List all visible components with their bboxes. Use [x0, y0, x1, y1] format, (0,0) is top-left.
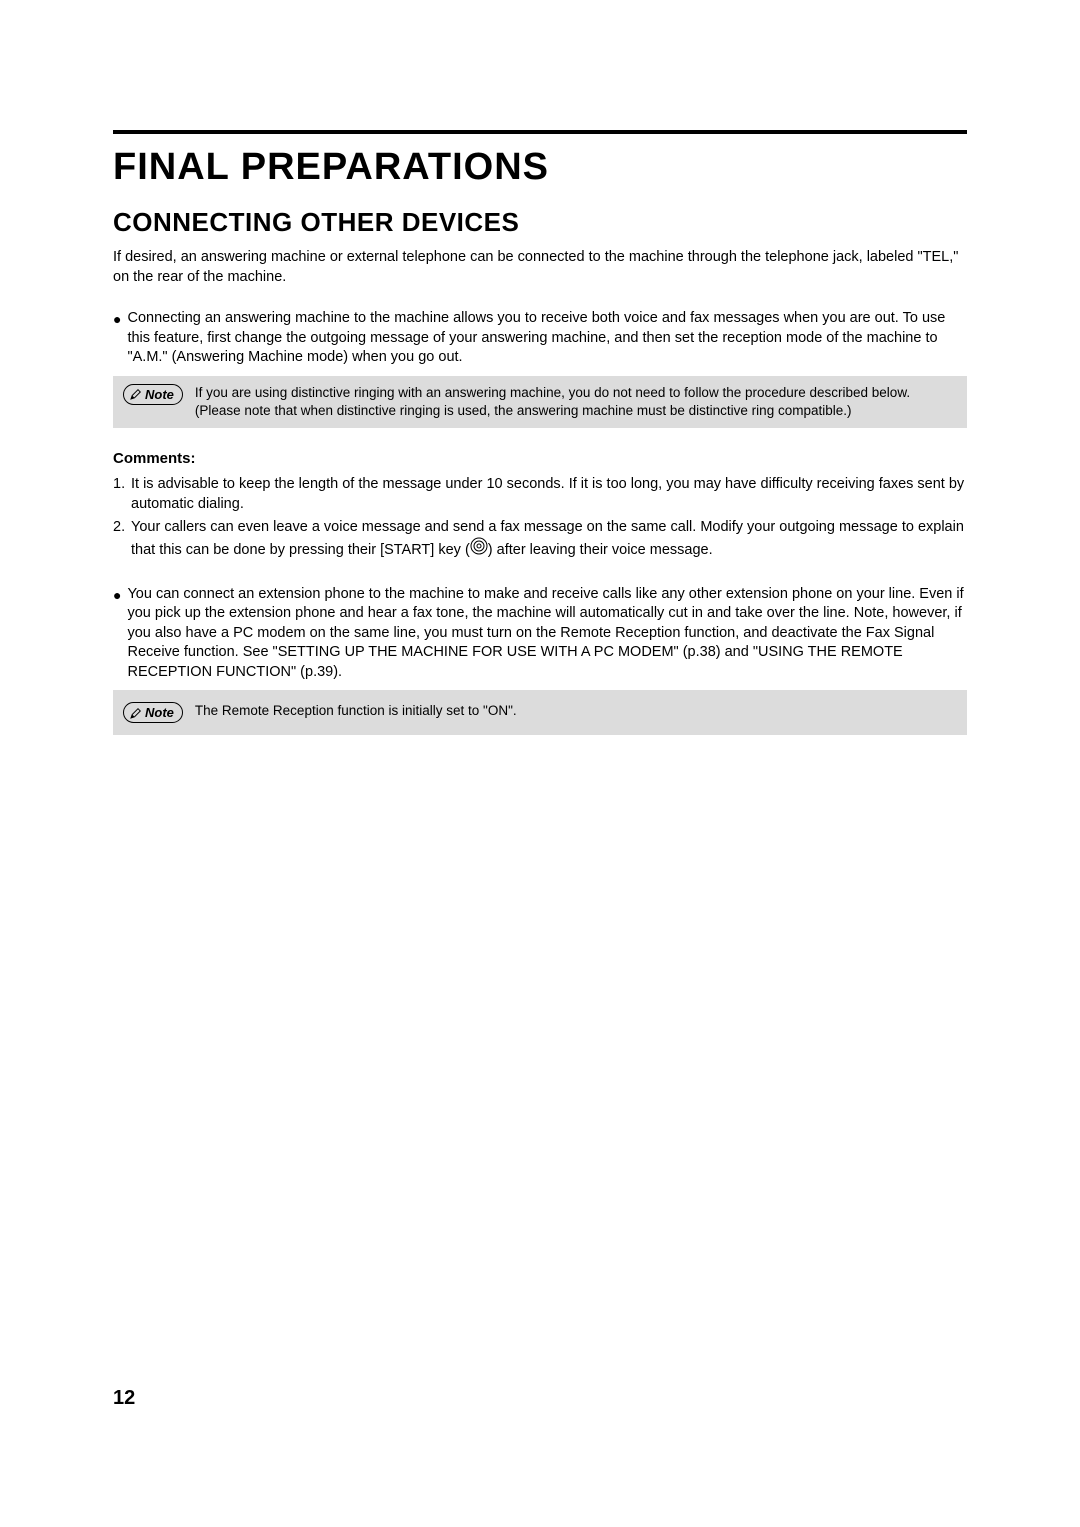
bullet-item: ● Connecting an answering machine to the… — [113, 309, 967, 368]
pencil-icon — [130, 707, 142, 719]
page-number: 12 — [113, 1387, 135, 1410]
note-box: Note The Remote Reception function is in… — [113, 690, 967, 735]
comment-text: Your callers can even leave a voice mess… — [131, 518, 967, 562]
comment-number: 1. — [113, 475, 131, 514]
intro-paragraph: If desired, an answering machine or exte… — [113, 248, 967, 287]
start-key-icon — [470, 537, 488, 562]
bullet-item: ● You can connect an extension phone to … — [113, 585, 967, 683]
note-text: If you are using distinctive ringing wit… — [195, 384, 957, 420]
note-box: Note If you are using distinctive ringin… — [113, 376, 967, 428]
chapter-title: FINAL PREPARATIONS — [113, 146, 967, 189]
bullet-text: Connecting an answering machine to the m… — [127, 309, 967, 368]
bullet-marker: ● — [113, 309, 127, 368]
top-rule — [113, 130, 967, 134]
comment-item: 2. Your callers can even leave a voice m… — [113, 518, 967, 562]
pencil-icon — [130, 388, 142, 400]
comments-heading: Comments: — [113, 450, 967, 467]
section-title: CONNECTING OTHER DEVICES — [113, 207, 967, 238]
comment-item: 1. It is advisable to keep the length of… — [113, 475, 967, 514]
note-label: Note — [145, 705, 174, 720]
note-badge: Note — [123, 702, 183, 723]
bullet-text: You can connect an extension phone to th… — [127, 585, 967, 683]
note-text: The Remote Reception function is initial… — [195, 702, 957, 720]
comment-text: It is advisable to keep the length of th… — [131, 475, 967, 514]
comment-number: 2. — [113, 518, 131, 562]
note-label: Note — [145, 387, 174, 402]
bullet-marker: ● — [113, 585, 127, 683]
comment-text-after: ) after leaving their voice message. — [488, 542, 713, 558]
note-badge: Note — [123, 384, 183, 405]
page-content: FINAL PREPARATIONS CONNECTING OTHER DEVI… — [0, 0, 1080, 735]
